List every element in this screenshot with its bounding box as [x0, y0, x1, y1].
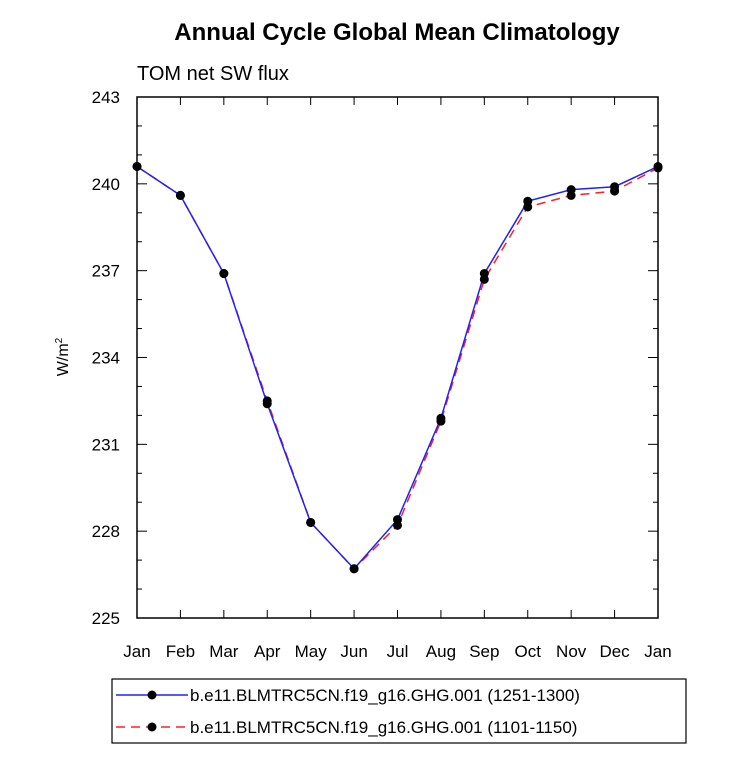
y-tick-label: 237: [92, 262, 120, 281]
x-tick-label: Nov: [556, 642, 587, 661]
x-tick-label: Jan: [644, 642, 671, 661]
x-tick-label: Jun: [340, 642, 367, 661]
x-tick-label: May: [295, 642, 328, 661]
series-2-point: [566, 190, 576, 200]
x-tick-label: Jul: [387, 642, 409, 661]
axis-tick-labels: Jan Feb Mar Apr May Jun Jul Aug Sep Oct Nov Dec Jan2…: [92, 88, 672, 661]
series-line-2: [136, 165, 659, 570]
y-tick-label: 234: [92, 349, 120, 368]
series-2-point: [436, 416, 446, 426]
series-markers: [132, 161, 663, 574]
series-lines: [136, 165, 659, 570]
series-2-point: [262, 396, 272, 406]
legend-label-series-2: b.e11.BLMTRC5CN.f19_g16.GHG.001 (1101-11…: [190, 718, 577, 737]
series-2-point: [523, 202, 533, 212]
series-line-1: [136, 165, 659, 570]
y-tick-label: 243: [92, 88, 120, 107]
legend-label-series-1: b.e11.BLMTRC5CN.f19_g16.GHG.001 (1251-13…: [190, 686, 580, 705]
y-axis-label: W/m2: [54, 337, 72, 376]
x-tick-label: Feb: [166, 642, 195, 661]
y-axis-label-text: W/m: [55, 343, 72, 376]
y-axis-label-superscript: 2: [54, 337, 65, 343]
y-tick-label: 225: [92, 609, 120, 628]
legend-marker-series-2: [147, 722, 157, 732]
x-tick-label: Dec: [599, 642, 630, 661]
x-tick-label: Jan: [123, 642, 150, 661]
legend: b.e11.BLMTRC5CN.f19_g16.GHG.001 (1251-13…: [111, 678, 687, 744]
series-2-point: [479, 274, 489, 284]
axis-ticks: [136, 96, 659, 619]
x-tick-label: Apr: [254, 642, 281, 661]
series-2-point: [306, 517, 316, 527]
x-tick-label: Aug: [426, 642, 456, 661]
chart-subtitle: TOM net SW flux: [137, 63, 289, 85]
series-2-point: [175, 190, 185, 200]
y-tick-label: 228: [92, 522, 120, 541]
y-tick-label: 240: [92, 175, 120, 194]
x-tick-label: Oct: [515, 642, 542, 661]
series-2-point: [219, 269, 229, 279]
legend-box: [111, 678, 687, 744]
legend-marker-series-1: [147, 690, 157, 700]
x-tick-label: Mar: [209, 642, 239, 661]
chart-title: Annual Cycle Global Mean Climatology: [174, 19, 620, 46]
series-2-point: [610, 186, 620, 196]
y-tick-label: 231: [92, 435, 120, 454]
x-tick-label: Sep: [469, 642, 499, 661]
series-2-point: [349, 564, 359, 574]
series-2-point: [393, 520, 402, 530]
plot-frame: [136, 96, 659, 619]
